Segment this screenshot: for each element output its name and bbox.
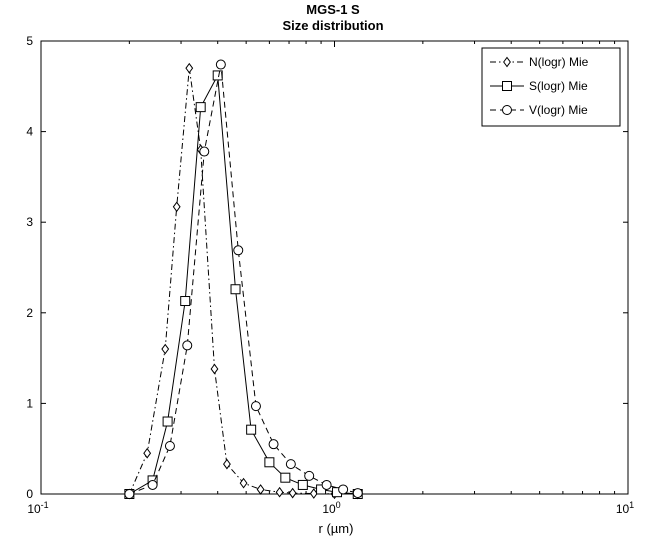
legend-marker-2 — [502, 81, 512, 91]
legend-label-2: S(logr) Mie — [529, 79, 588, 93]
legend: N(logr) Mie S(logr) Mie V(logr) Mie — [481, 47, 621, 127]
data-point-series-3 — [147, 479, 158, 490]
data-point-series-3 — [250, 401, 261, 412]
series-line-1 — [128, 68, 358, 495]
legend-label-1: N(logr) Mie — [529, 55, 589, 69]
chart-subtitle: Size distribution — [282, 18, 383, 33]
data-point-series-2 — [195, 102, 206, 113]
data-point-series-1 — [309, 488, 318, 499]
data-point-series-3 — [268, 439, 279, 450]
data-point-series-1 — [161, 343, 170, 355]
y-tick-label: 5 — [26, 34, 33, 48]
y-tick-label: 4 — [26, 125, 33, 139]
data-point-series-3 — [164, 440, 175, 451]
data-point-series-3 — [352, 488, 363, 499]
data-point-series-2 — [230, 284, 241, 295]
legend-marker-1 — [503, 56, 511, 68]
y-tick-label: 3 — [26, 215, 33, 229]
data-point-series-1 — [172, 201, 181, 213]
y-tick-label: 1 — [26, 396, 33, 410]
data-point-series-3 — [338, 484, 349, 495]
y-tick-label: 2 — [26, 306, 33, 320]
data-point-series-3 — [321, 479, 332, 490]
data-point-series-2 — [180, 296, 191, 307]
data-point-series-2 — [264, 457, 275, 468]
data-point-series-3 — [233, 245, 244, 256]
data-point-series-1 — [185, 62, 194, 74]
data-point-series-2 — [280, 472, 291, 483]
data-point-series-3 — [124, 489, 135, 499]
legend-marker-3 — [502, 105, 512, 115]
data-point-series-1 — [143, 447, 152, 459]
data-point-series-1 — [256, 484, 265, 495]
data-point-series-1 — [239, 477, 248, 489]
y-tick-label: 0 — [26, 487, 33, 501]
data-point-series-2 — [246, 424, 257, 435]
data-point-series-1 — [288, 487, 297, 499]
data-point-series-3 — [199, 146, 210, 157]
chart-title: MGS-1 S — [306, 2, 360, 17]
data-point-series-3 — [215, 59, 226, 70]
data-point-series-3 — [285, 459, 296, 470]
data-point-series-3 — [304, 470, 315, 481]
x-axis-label: r (µm) — [319, 521, 354, 536]
data-point-series-1 — [210, 363, 219, 375]
data-point-series-2 — [162, 416, 173, 427]
data-point-series-2 — [212, 70, 223, 81]
data-point-series-2 — [297, 479, 308, 490]
data-point-series-1 — [223, 458, 231, 470]
data-point-series-1 — [275, 486, 284, 498]
data-point-series-3 — [182, 340, 193, 351]
legend-label-3: V(logr) Mie — [529, 103, 588, 117]
